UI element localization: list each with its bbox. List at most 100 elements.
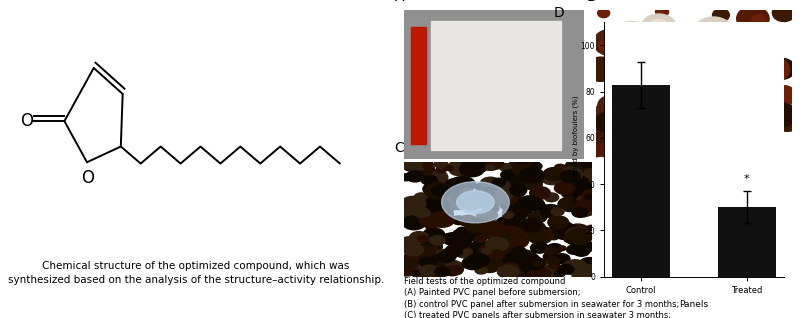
Circle shape	[618, 35, 639, 51]
Circle shape	[670, 83, 686, 96]
Circle shape	[594, 103, 619, 122]
Circle shape	[743, 55, 762, 69]
Circle shape	[416, 245, 436, 257]
Circle shape	[573, 183, 586, 190]
Circle shape	[520, 168, 544, 183]
Circle shape	[753, 127, 780, 148]
Circle shape	[586, 225, 596, 231]
Circle shape	[752, 15, 766, 26]
Circle shape	[449, 163, 470, 176]
Circle shape	[474, 164, 486, 172]
Circle shape	[666, 75, 678, 85]
Circle shape	[573, 264, 596, 278]
Circle shape	[518, 254, 538, 266]
Circle shape	[519, 196, 538, 207]
Circle shape	[517, 165, 526, 171]
Circle shape	[573, 183, 596, 197]
Circle shape	[550, 221, 575, 237]
Circle shape	[474, 223, 486, 231]
Circle shape	[478, 245, 493, 254]
Circle shape	[664, 84, 698, 109]
Circle shape	[517, 160, 533, 169]
Circle shape	[560, 175, 572, 183]
Circle shape	[617, 122, 638, 138]
Circle shape	[423, 273, 434, 280]
Circle shape	[472, 240, 487, 249]
Circle shape	[707, 52, 729, 69]
Circle shape	[502, 206, 528, 221]
Circle shape	[511, 247, 526, 256]
Circle shape	[585, 195, 594, 200]
Circle shape	[452, 237, 471, 249]
Circle shape	[451, 193, 469, 204]
Circle shape	[394, 206, 418, 220]
Circle shape	[726, 39, 748, 55]
Circle shape	[429, 253, 450, 266]
Circle shape	[687, 85, 718, 108]
Circle shape	[561, 225, 578, 235]
Circle shape	[450, 176, 475, 192]
Circle shape	[662, 52, 676, 63]
Circle shape	[430, 202, 449, 213]
Circle shape	[746, 122, 777, 146]
Circle shape	[486, 238, 509, 251]
Circle shape	[521, 252, 538, 263]
Circle shape	[586, 171, 594, 176]
Circle shape	[561, 184, 585, 199]
Circle shape	[512, 265, 533, 278]
Circle shape	[470, 251, 488, 262]
Circle shape	[648, 19, 670, 36]
Circle shape	[424, 197, 448, 211]
Circle shape	[657, 111, 684, 132]
Circle shape	[619, 73, 654, 99]
Circle shape	[542, 173, 562, 185]
Circle shape	[532, 175, 543, 182]
Circle shape	[452, 159, 466, 168]
Circle shape	[422, 162, 434, 169]
Circle shape	[494, 221, 519, 236]
Circle shape	[474, 183, 485, 190]
Circle shape	[647, 90, 674, 111]
Circle shape	[550, 234, 558, 240]
Circle shape	[538, 227, 553, 237]
Circle shape	[470, 192, 489, 203]
Circle shape	[706, 106, 735, 128]
Circle shape	[483, 204, 498, 213]
Bar	[612, 85, 670, 277]
Circle shape	[524, 183, 534, 189]
Circle shape	[482, 228, 500, 239]
Circle shape	[578, 228, 587, 234]
Circle shape	[613, 102, 632, 117]
Circle shape	[562, 266, 570, 272]
Circle shape	[548, 216, 569, 229]
Circle shape	[709, 48, 728, 63]
Circle shape	[583, 196, 595, 204]
Circle shape	[486, 188, 506, 199]
Circle shape	[534, 261, 542, 266]
Circle shape	[413, 208, 429, 217]
Circle shape	[649, 48, 682, 73]
Circle shape	[414, 193, 428, 201]
Circle shape	[439, 214, 453, 222]
Circle shape	[642, 112, 657, 124]
Circle shape	[582, 108, 614, 132]
Circle shape	[715, 81, 743, 102]
Circle shape	[650, 106, 679, 129]
Circle shape	[514, 205, 522, 210]
Circle shape	[529, 161, 540, 168]
Circle shape	[690, 81, 714, 100]
Circle shape	[676, 53, 712, 80]
Text: A: A	[395, 0, 405, 3]
Circle shape	[543, 168, 565, 181]
Circle shape	[554, 164, 566, 171]
Circle shape	[446, 246, 457, 252]
Circle shape	[749, 89, 776, 110]
Circle shape	[410, 161, 434, 175]
Circle shape	[490, 250, 505, 259]
Circle shape	[516, 234, 527, 241]
Circle shape	[572, 272, 587, 281]
Circle shape	[480, 221, 506, 236]
Circle shape	[456, 248, 473, 258]
Circle shape	[546, 244, 562, 253]
Circle shape	[544, 193, 558, 202]
